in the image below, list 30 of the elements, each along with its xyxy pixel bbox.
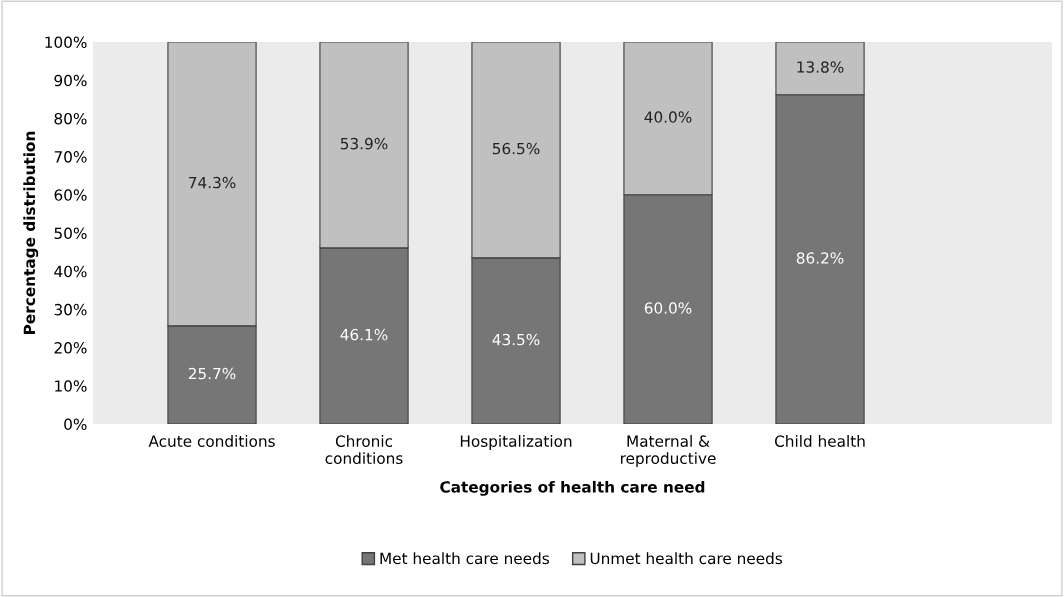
text: 60.0% <box>644 302 692 314</box>
y-tick-label: 80% <box>54 112 87 125</box>
x-tick-label: Child health <box>775 435 865 447</box>
text: 25.7% <box>188 367 236 380</box>
y-tick-label: 100% <box>45 36 87 49</box>
y-tick-label: 10% <box>55 380 87 392</box>
y-tick-label: 0% <box>64 418 87 431</box>
y-tick-label: 30% <box>54 303 87 316</box>
y-tick-label: 90% <box>54 74 87 87</box>
text: 40.0% <box>644 111 692 123</box>
x-tick-label: Chronic conditions <box>325 435 403 465</box>
y-tick-label: 40% <box>54 265 87 278</box>
x-axis-title: Categories of health care need <box>440 480 705 496</box>
text: 13.8% <box>797 61 844 73</box>
legend-label: Unmet health care needs <box>590 552 783 565</box>
x-tick-label: Acute conditions <box>148 435 275 447</box>
text: 53.9% <box>340 137 388 150</box>
x-tick-label: Maternal & reproductive <box>621 435 716 467</box>
y-tick-label: 50% <box>54 227 87 240</box>
y-tick-label: 70% <box>54 151 87 163</box>
x-tick-label: Hospitalization <box>460 435 572 450</box>
y-axis-title: Percentage distribution <box>23 131 39 334</box>
legend-label: Met health care needs <box>380 552 549 565</box>
text: 74.3% <box>189 176 236 189</box>
text: 86.2% <box>796 252 844 264</box>
y-tick-label: 20% <box>54 342 87 354</box>
y-tick-label: 60% <box>54 189 87 201</box>
text: 56.5% <box>492 142 540 155</box>
text: 43.5% <box>492 333 540 346</box>
text: 46.1% <box>340 328 388 341</box>
